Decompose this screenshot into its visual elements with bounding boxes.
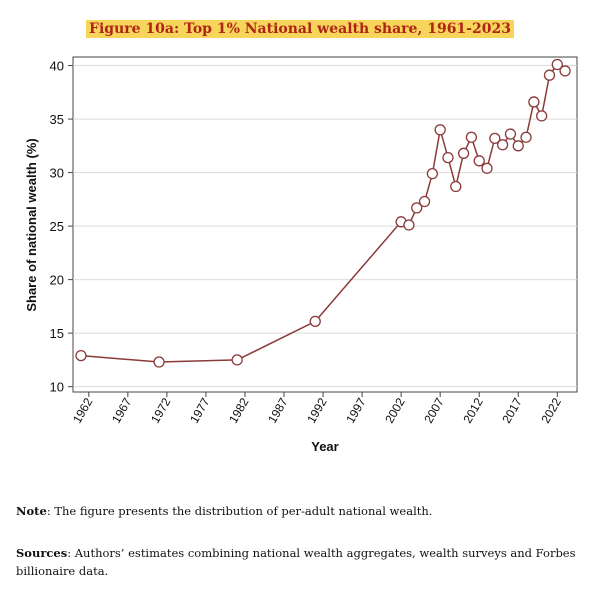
x-tick-label: 1977 <box>187 395 213 425</box>
data-point-2004 <box>411 202 423 214</box>
x-tick-label: 1987 <box>265 395 291 425</box>
data-points <box>75 58 571 368</box>
gridlines <box>73 65 577 388</box>
note-label: Note <box>16 504 47 518</box>
data-point-1981 <box>231 354 243 366</box>
data-point-2022 <box>551 58 563 71</box>
data-point-2015 <box>496 139 509 151</box>
plot-area-border <box>72 56 578 393</box>
note-text: : The figure presents the distribution o… <box>46 504 433 518</box>
data-point-2016 <box>504 128 517 140</box>
x-axis-ticks: 1962 1967 1972 1977 1982 1987 1992 1997 2002 2007… <box>70 392 564 426</box>
data-point-2020 <box>536 110 548 122</box>
x-tick-label: 2002 <box>382 395 408 425</box>
x-tick-label: 1992 <box>304 395 330 425</box>
y-tick-label: 20 <box>50 273 64 288</box>
y-tick-label: 40 <box>50 59 64 74</box>
data-point-1991 <box>309 315 321 328</box>
x-tick-label: 1972 <box>148 395 174 425</box>
y-tick-label: 35 <box>50 112 64 127</box>
data-point-1961 <box>75 349 87 362</box>
sources-paragraph: Sources: Authors’ estimates combining na… <box>16 545 582 581</box>
data-point-2018 <box>520 131 532 143</box>
note-paragraph: Note: The figure presents the distributi… <box>16 503 582 521</box>
y-axis-ticks: 10 15 20 25 30 35 40 <box>50 59 73 395</box>
data-point-2019 <box>528 96 540 108</box>
y-tick-label: 30 <box>50 166 64 181</box>
data-point-2012 <box>473 155 485 167</box>
data-point-2014 <box>489 132 501 144</box>
data-point-2023 <box>559 65 571 77</box>
y-tick-label: 10 <box>50 380 64 395</box>
x-tick-label: 2012 <box>460 395 486 425</box>
y-tick-label: 25 <box>50 219 64 234</box>
figure-title: Figure 10a: Top 1% National wealth share… <box>0 20 600 38</box>
x-tick-label: 1962 <box>70 395 96 425</box>
data-point-2008 <box>442 151 454 164</box>
data-point-2021 <box>543 69 556 81</box>
series-line <box>80 63 566 363</box>
data-point-2013 <box>481 162 493 174</box>
x-tick-label: 2007 <box>421 395 447 425</box>
data-point-2005 <box>418 195 431 208</box>
x-axis-label: Year <box>311 439 338 454</box>
data-point-2003 <box>403 219 415 231</box>
x-tick-label: 1997 <box>343 395 369 425</box>
x-tick-label: 2017 <box>499 395 525 425</box>
data-point-2007 <box>434 124 446 136</box>
data-point-2011 <box>465 131 478 143</box>
y-axis-label: Share of national wealth (%) <box>24 138 39 311</box>
sources-label: Sources <box>16 546 68 560</box>
data-point-2010 <box>457 147 470 159</box>
x-tick-label: 1982 <box>226 395 252 425</box>
x-tick-label: 1967 <box>109 395 135 425</box>
data-point-2006 <box>426 168 439 180</box>
data-point-1971 <box>153 356 165 368</box>
data-point-2017 <box>512 140 524 152</box>
y-tick-label: 15 <box>50 326 64 341</box>
sources-text: : Authors’ estimates combining national … <box>16 546 576 578</box>
data-point-2009 <box>450 180 462 193</box>
figure-title-text: Figure 10a: Top 1% National wealth share… <box>86 20 514 38</box>
x-tick-label: 2022 <box>538 395 564 425</box>
